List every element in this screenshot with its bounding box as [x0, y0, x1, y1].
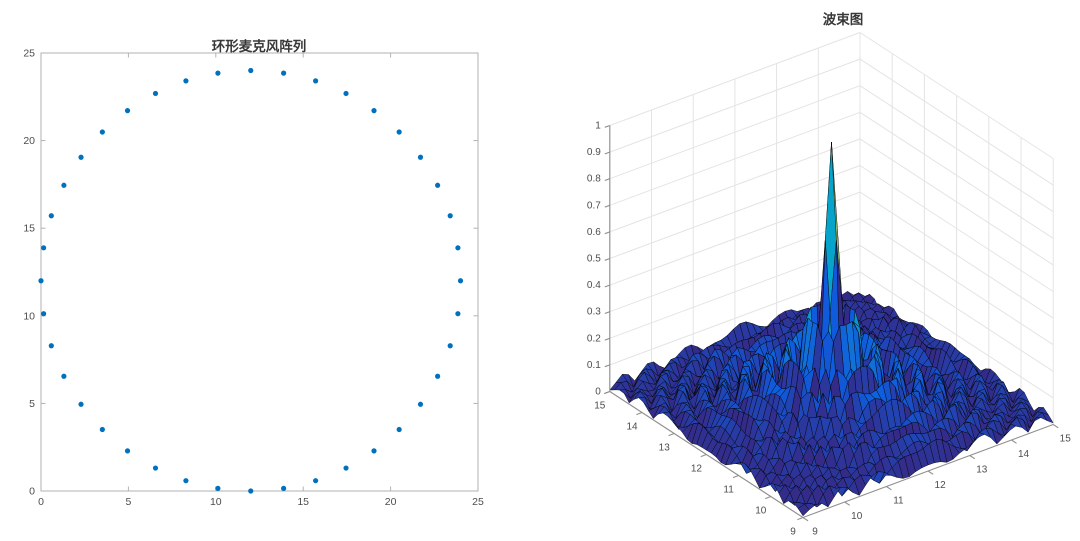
left-plot-title: 环形麦克风阵列	[211, 39, 307, 54]
right-plot-title: 波束图	[822, 12, 864, 27]
